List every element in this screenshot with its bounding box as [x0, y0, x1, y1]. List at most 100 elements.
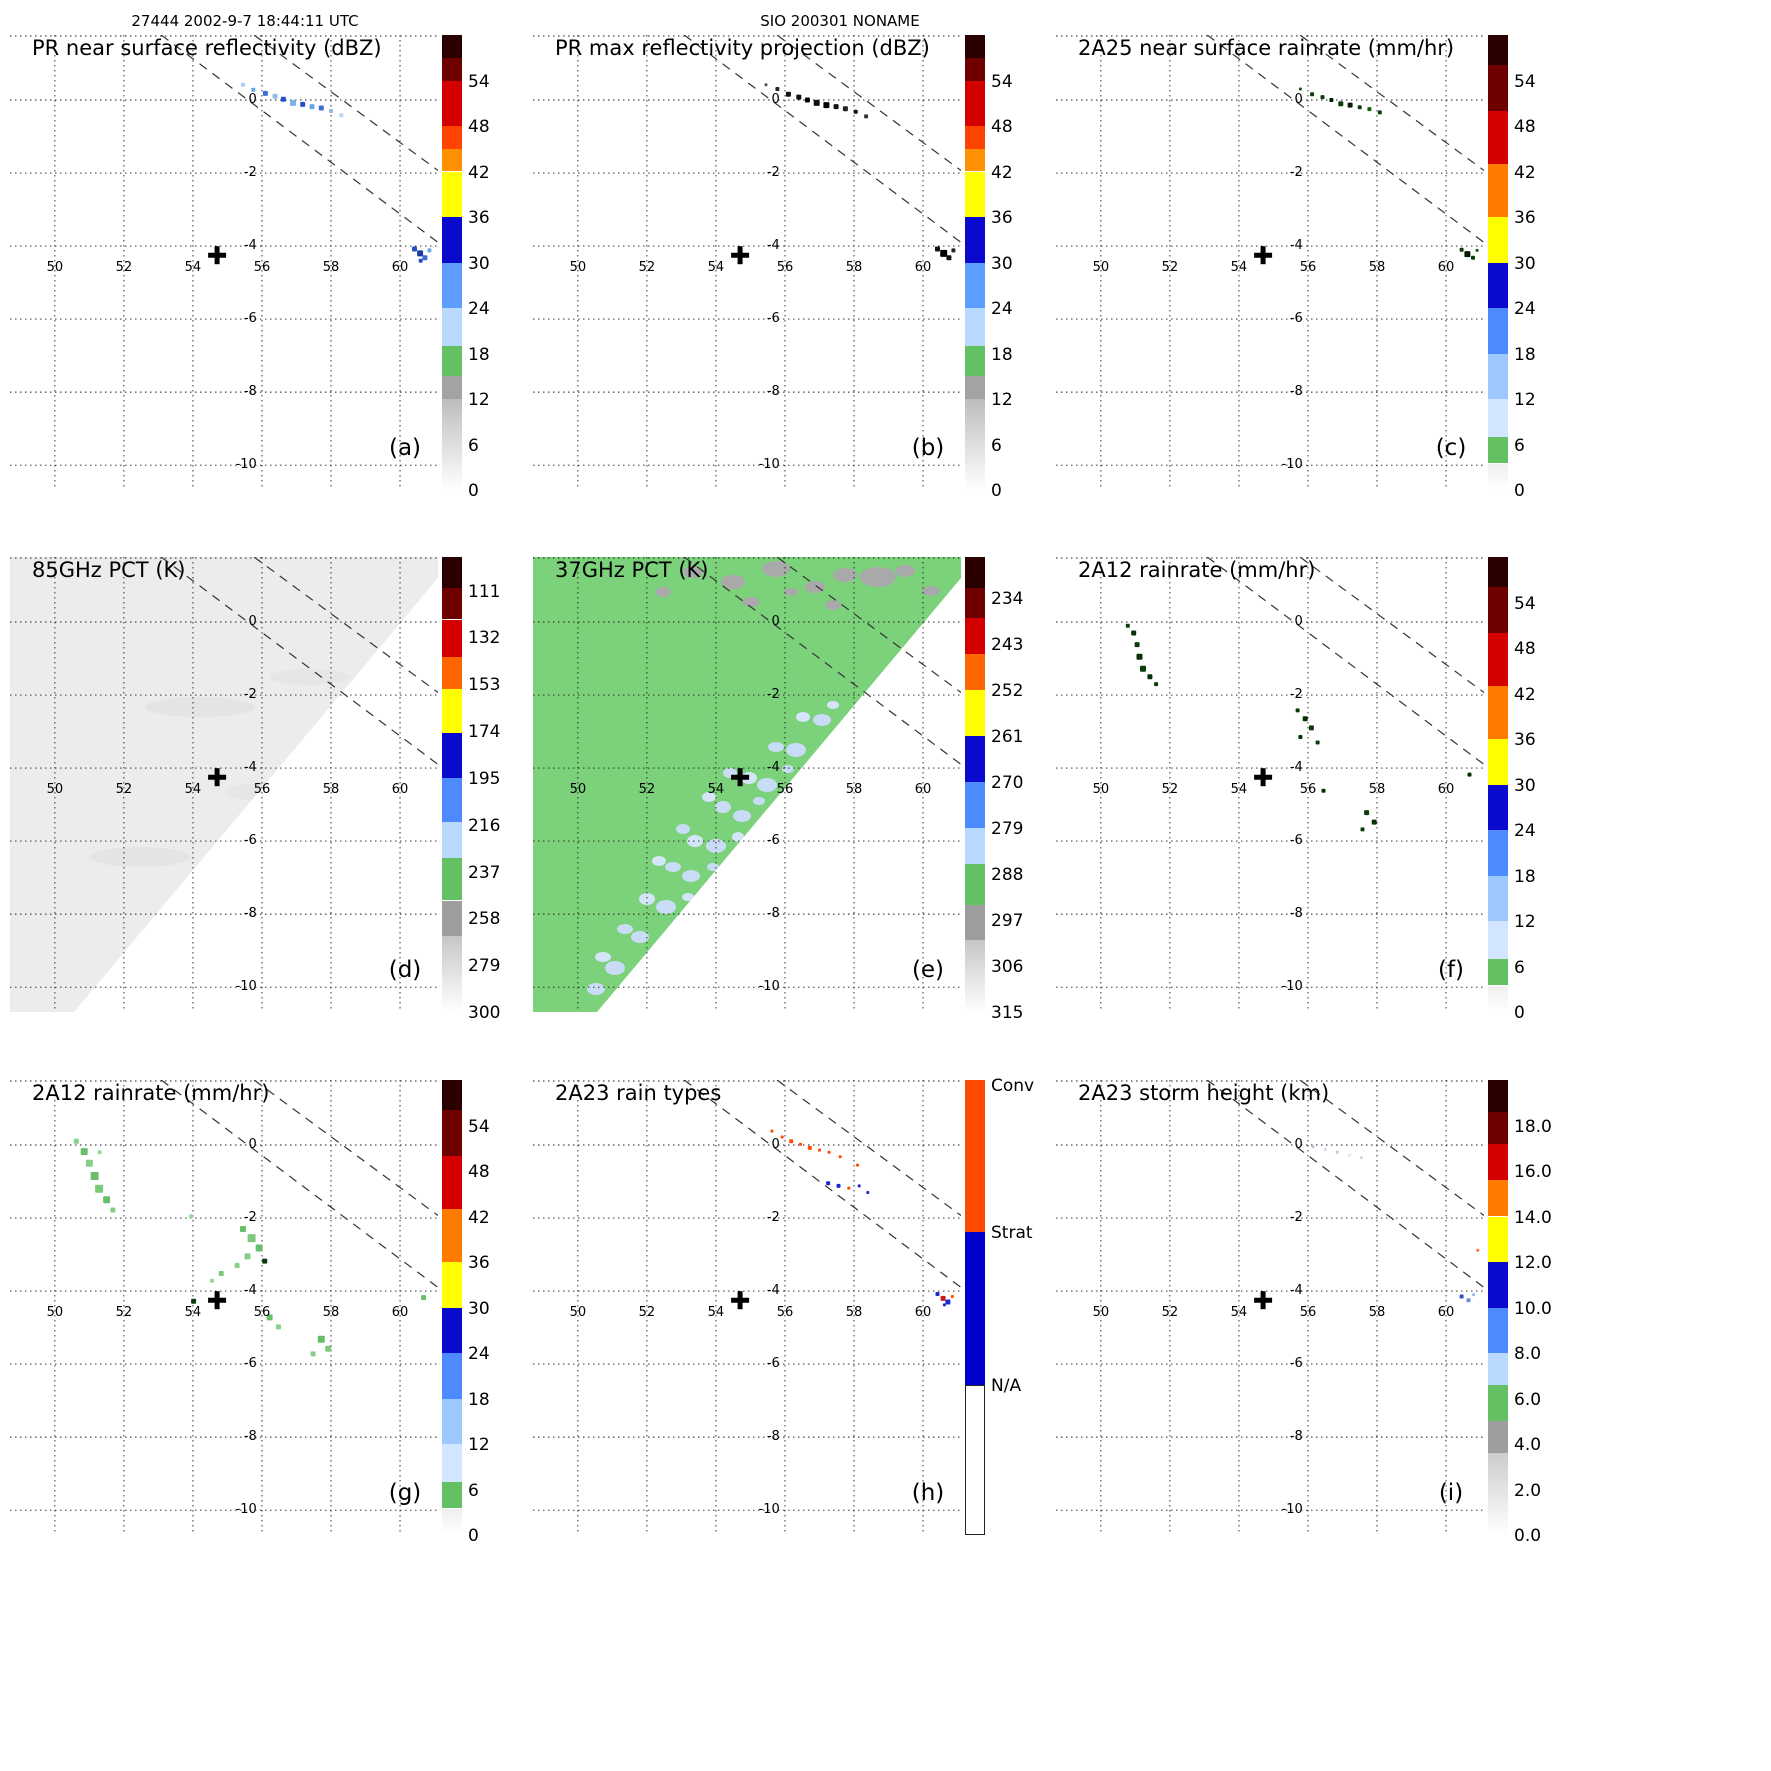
x-tick-label: 50	[569, 1305, 587, 1320]
colorbar-tick-label: 174	[468, 722, 501, 742]
colorbar-tick-label: 54	[468, 1116, 490, 1137]
x-tick-label: 56	[1299, 1305, 1317, 1320]
panel-title: PR near surface reflectivity (dBZ)	[32, 36, 382, 60]
colorbar-tick-label: 24	[468, 299, 490, 319]
x-tick-label: 58	[845, 782, 863, 797]
colorbar-segment	[442, 171, 462, 217]
colorbar-segment	[1488, 463, 1508, 490]
x-tick-label: 50	[1092, 782, 1110, 797]
grid-lines	[10, 35, 438, 490]
x-tick-label: 56	[253, 1305, 271, 1320]
x-tick-label: 54	[184, 260, 202, 275]
x-tick-label: 58	[1368, 782, 1386, 797]
y-tick-label: -4	[243, 1283, 257, 1299]
colorbar-tick-label: 252	[991, 680, 1024, 701]
colorbar-segment	[442, 900, 462, 937]
center-cross-marker	[1254, 768, 1273, 787]
x-tick-label: 50	[569, 260, 587, 275]
colorbar-segment	[965, 557, 985, 588]
colorbar-segment	[442, 733, 462, 778]
x-tick-label: 54	[1230, 782, 1248, 797]
colorbar-tick-label: 24	[1514, 821, 1536, 841]
colorbar-tick-label: 8.0	[1514, 1344, 1542, 1364]
colorbar-tick-label: 315	[991, 1003, 1024, 1023]
panel-title: 2A12 rainrate (mm/hr)	[1078, 558, 1316, 582]
colorbar-segment	[442, 1481, 462, 1509]
colorbar-bar	[1488, 1080, 1508, 1535]
x-tick-label: 52	[115, 260, 133, 275]
colorbar-tick-label: 48	[1514, 639, 1536, 659]
colorbar-tick-label: 48	[468, 117, 490, 137]
panel-title: 37GHz PCT (K)	[555, 558, 709, 582]
panel-h: 50 52 54 56 58 60 0 -2 -4 -6 -8 -10 2A23 rain types (…	[533, 1076, 1053, 1552]
grid-lines	[533, 557, 961, 1012]
colorbar-bar	[965, 1080, 985, 1535]
y-tick-label: -2	[1289, 1210, 1303, 1225]
colorbar-segment	[442, 217, 462, 263]
grid-lines	[1056, 557, 1484, 1012]
colorbar-tick-label: 42	[468, 1207, 490, 1228]
panel-title: 2A25 near surface rainrate (mm/hr)	[1078, 36, 1455, 60]
panel-d: 50 52 54 56 58 60 0 -2 -4 -6 -8 -10 85GHz PCT (K) (d)…	[10, 557, 530, 1029]
y-tick-label: 0	[1294, 92, 1303, 107]
panel-i: 50 52 54 56 58 60 0 -2 -4 -6 -8 -10 2A23 storm heigh…	[1056, 1080, 1576, 1552]
colorbar-tick-label: 2.0	[1514, 1480, 1542, 1501]
x-tick-label: 56	[776, 1305, 794, 1320]
y-tick-label: -8	[243, 906, 257, 922]
colorbar-segment	[965, 57, 985, 81]
colorbar-bar	[442, 35, 462, 490]
colorbar-tick-label: 10.0	[1514, 1298, 1552, 1319]
colorbar-segment	[1488, 35, 1508, 66]
colorbar-segment	[1488, 399, 1508, 437]
x-tick-label: 54	[184, 1305, 202, 1320]
colorbar-tick-label: 36	[1514, 208, 1536, 228]
map-canvas-e	[533, 557, 961, 1012]
map-plot-a: 50 52 54 56 58 60 0 -2 -4 -6 -8 -10 PR near surface …	[10, 35, 438, 490]
y-tick-label: -8	[766, 906, 780, 922]
colorbar-tick-label: 24	[468, 1344, 490, 1364]
data-speckles	[1298, 87, 1479, 260]
colorbar-segment	[442, 1080, 462, 1111]
y-tick-label: -6	[766, 1356, 780, 1372]
colorbar-tick-label: 0	[468, 481, 479, 501]
swath-edge-lines	[683, 35, 961, 243]
colorbar-segment	[1488, 985, 1508, 1012]
colorbar-segment	[1488, 436, 1508, 464]
colorbar-tick-label: 4.0	[1514, 1435, 1542, 1455]
y-tick-label: -4	[1289, 238, 1303, 254]
y-tick-label: 0	[771, 92, 780, 107]
colorbar-tick-label: 12	[991, 390, 1013, 410]
colorbar-tick-label: 18	[468, 344, 490, 365]
map-plot-b: 50 52 54 56 58 60 0 -2 -4 -6 -8 -10 PR max reflectiv…	[533, 35, 961, 490]
y-tick-label: -8	[766, 384, 780, 400]
x-tick-label: 58	[322, 260, 340, 275]
colorbar-segment	[965, 781, 985, 828]
colorbar-segment	[965, 171, 985, 217]
colorbar-rain: 54 48 42 36 30 24 18 12 6 0	[442, 1080, 532, 1546]
colorbar-segment	[442, 80, 462, 126]
x-tick-label: 60	[914, 1305, 932, 1320]
panel-letter-label: (c)	[1435, 435, 1467, 461]
colorbar-segment	[442, 557, 462, 589]
panel-b: 50 52 54 56 58 60 0 -2 -4 -6 -8 -10 PR max reflectiv…	[533, 35, 1053, 507]
colorbar-segment	[965, 399, 985, 490]
colorbar-segment	[442, 1353, 462, 1399]
grid-lines	[10, 1080, 438, 1535]
panel-letter-label: (e)	[911, 957, 945, 983]
panel-f: 50 52 54 56 58 60 0 -2 -4 -6 -8 -10 2A12 rainrate (m…	[1056, 557, 1576, 1029]
x-tick-label: 50	[1092, 1305, 1110, 1320]
colorbar-segment	[1488, 262, 1508, 308]
colorbar-segment	[442, 262, 462, 308]
x-tick-label: 58	[322, 782, 340, 797]
colorbar-tick-label: 132	[468, 628, 501, 649]
map-canvas-f	[1056, 557, 1484, 1012]
colorbar-tick-label: 243	[991, 634, 1024, 655]
colorbar-tick-label: 54	[1514, 593, 1536, 614]
colorbar-segment	[442, 1262, 462, 1308]
y-tick-label: -6	[1289, 311, 1303, 327]
colorbar-tick-label: 6	[1514, 957, 1525, 978]
colorbar-segment	[1488, 632, 1508, 686]
colorbar-tick-label: 0	[1514, 1003, 1525, 1023]
map-plot-c: 50 52 54 56 58 60 0 -2 -4 -6 -8 -10 2A25 near surfac…	[1056, 35, 1484, 490]
data-speckles	[73, 1138, 426, 1357]
